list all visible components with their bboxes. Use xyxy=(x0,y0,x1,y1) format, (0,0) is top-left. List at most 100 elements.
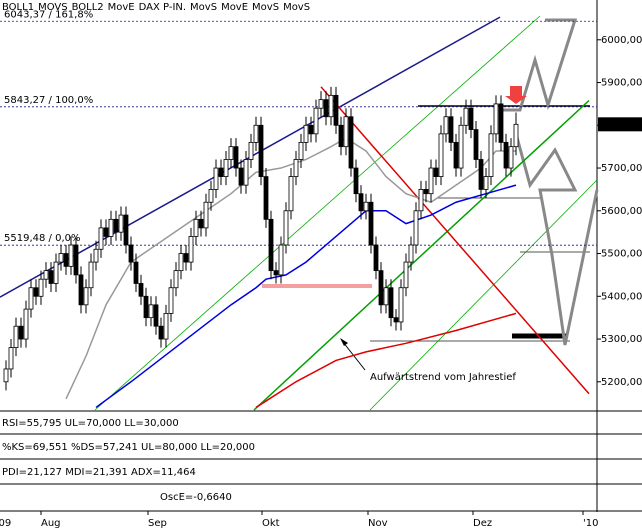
candle-body xyxy=(63,253,69,267)
candle-body xyxy=(138,283,144,297)
candle-body xyxy=(503,141,509,169)
overlay-line xyxy=(320,86,590,395)
candle-body xyxy=(43,270,49,280)
y-tick-label: 5200,00 xyxy=(601,377,642,388)
candle-body xyxy=(238,167,244,186)
candle-body xyxy=(33,287,39,297)
level-label: 6043,37 / 161,8% xyxy=(4,9,93,20)
legend-item: BOLL1 xyxy=(2,2,34,13)
y-tick-label: 6000,00 xyxy=(601,35,642,46)
candle-body xyxy=(433,167,439,177)
candle-body xyxy=(223,159,229,177)
legend-item: DAX P-IN. xyxy=(139,2,186,13)
candle-body xyxy=(123,214,129,246)
candle-body xyxy=(283,210,289,246)
candle-body xyxy=(13,325,19,348)
indicator-label: %KS=69,551 %DS=57,241 UL=80,000 LL=20,00… xyxy=(2,442,255,453)
candle-body xyxy=(173,270,179,289)
candle-body xyxy=(248,141,254,160)
x-tick-label: Aug xyxy=(41,518,61,529)
candle-body xyxy=(388,287,394,319)
candle-body xyxy=(408,244,414,263)
forecast-path xyxy=(513,129,599,346)
candle-body xyxy=(293,159,299,177)
candle-body xyxy=(113,218,119,233)
legend-item: MovS xyxy=(283,2,310,13)
x-tick-label: '10 xyxy=(583,518,598,529)
y-tick-label: 5700,00 xyxy=(601,163,642,174)
candle-body xyxy=(198,218,204,229)
candle-body xyxy=(168,287,174,314)
legend-item: MovS xyxy=(252,2,279,13)
candle-body xyxy=(263,176,269,220)
candle-body xyxy=(383,287,389,306)
candle-body xyxy=(493,103,499,135)
candle-body xyxy=(313,107,319,135)
candle-body xyxy=(323,99,329,118)
indicator-label: OscE=-0,6640 xyxy=(160,492,232,503)
candle-body xyxy=(183,253,189,263)
candle-body xyxy=(278,244,284,276)
y-tick-label: 5500,00 xyxy=(601,249,642,260)
candle-body xyxy=(208,189,214,203)
candle-body xyxy=(363,201,369,212)
candle-body xyxy=(268,218,274,272)
candle-body xyxy=(403,261,409,289)
last-price-label: 5802,26 xyxy=(601,119,642,130)
x-tick-label: 09 xyxy=(0,518,11,529)
x-tick-label: Nov xyxy=(368,518,388,529)
candle-body xyxy=(133,261,139,284)
candle-body xyxy=(18,325,24,340)
candle-body xyxy=(8,347,14,370)
candle-body xyxy=(118,214,124,233)
candle-body xyxy=(438,133,444,177)
candle-body xyxy=(128,244,134,263)
candle-body xyxy=(418,189,424,212)
candle-body xyxy=(233,146,239,169)
candle-body xyxy=(158,325,164,340)
candle-body xyxy=(498,103,504,143)
candle-body xyxy=(258,124,264,177)
candle-body xyxy=(213,167,219,190)
candle-body xyxy=(443,116,449,135)
level-label: 5519,48 / 0,0% xyxy=(4,233,80,244)
legend-item: MovS xyxy=(190,2,217,13)
candle-body xyxy=(98,227,104,250)
candle-body xyxy=(463,107,469,126)
indicator-label: PDI=21,127 MDI=21,391 ADX=11,464 xyxy=(2,467,196,478)
candle-body xyxy=(488,133,494,177)
candle-body xyxy=(3,368,9,383)
candle-body xyxy=(103,227,109,237)
annotation: Aufwärtstrend vom Jahrestief xyxy=(370,372,516,383)
candle-body xyxy=(343,116,349,148)
legend-item: MovE xyxy=(108,2,135,13)
candle-body xyxy=(473,129,479,160)
y-tick-label: 5400,00 xyxy=(601,291,642,302)
candle-body xyxy=(243,159,249,186)
candle-body xyxy=(428,167,434,195)
candle-body xyxy=(378,270,384,306)
candle-body xyxy=(38,278,44,297)
forecast-path xyxy=(500,18,578,112)
annotation-arrowhead xyxy=(340,338,348,346)
candle-body xyxy=(328,94,334,118)
candle-body xyxy=(368,201,374,246)
candle-body xyxy=(348,116,354,169)
candle-body xyxy=(303,124,309,143)
candle-body xyxy=(448,116,454,143)
candle-body xyxy=(333,94,339,126)
legend-item: MovE xyxy=(221,2,248,13)
candle-body xyxy=(143,295,149,319)
candle-body xyxy=(93,248,99,263)
candle-body xyxy=(203,201,209,229)
candle-body xyxy=(373,244,379,272)
candle-body xyxy=(478,159,484,190)
x-tick-label: Dez xyxy=(473,518,492,529)
channel-line xyxy=(369,179,598,411)
candle-body xyxy=(28,287,34,310)
candle-body xyxy=(393,317,399,323)
candle-body xyxy=(53,261,59,284)
candle-body xyxy=(58,253,64,263)
candle-body xyxy=(398,287,404,323)
